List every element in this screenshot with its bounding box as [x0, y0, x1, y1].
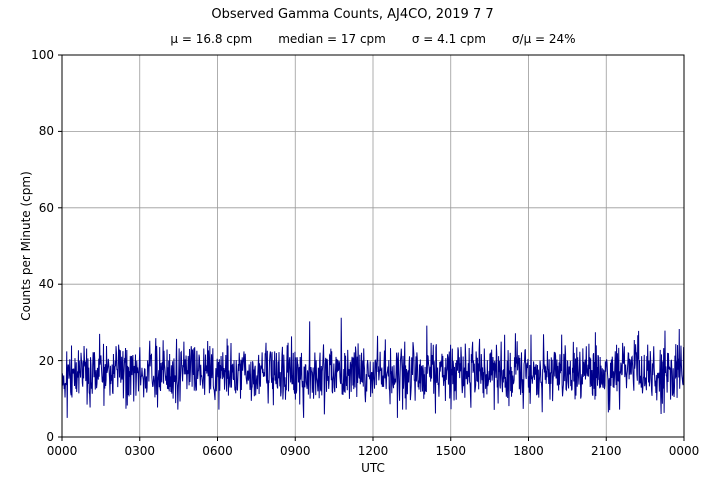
y-tick-label: 100: [31, 48, 54, 62]
gamma-counts-series: [61, 317, 685, 418]
stat-sigma-over-mu: σ/μ = 24%: [511, 32, 576, 46]
y-tick-label: 40: [38, 277, 54, 292]
x-tick-label: 0900: [279, 444, 311, 458]
x-tick-label: 0600: [202, 444, 233, 458]
x-tick-label: 1200: [357, 444, 389, 458]
x-axis-label: UTC: [361, 461, 385, 475]
x-tick-label: 0300: [124, 444, 156, 458]
x-tick-label: 2100: [590, 444, 622, 458]
y-tick-label: 80: [38, 124, 54, 139]
chart-subtitle: μ = 16.8 cpm median = 17 cpm σ = 4.1 cpm…: [62, 32, 684, 46]
y-axis-label: Counts per Minute (cpm): [19, 171, 33, 321]
stat-sigma: σ = 4.1 cpm: [411, 32, 486, 46]
chart-title: Observed Gamma Counts, AJ4CO, 2019 7 7: [211, 7, 494, 22]
x-tick-label: 0000: [668, 444, 700, 458]
y-tick-label: 20: [38, 353, 54, 368]
y-tick-label: 0: [46, 430, 54, 444]
x-tick-label: 1500: [435, 444, 467, 458]
stat-median: median = 17 cpm: [278, 32, 386, 46]
x-tick-label: 1800: [513, 444, 544, 458]
y-tick-label: 60: [38, 200, 54, 215]
x-tick-label: 0000: [46, 444, 78, 458]
stat-mean: μ = 16.8 cpm: [170, 32, 253, 46]
